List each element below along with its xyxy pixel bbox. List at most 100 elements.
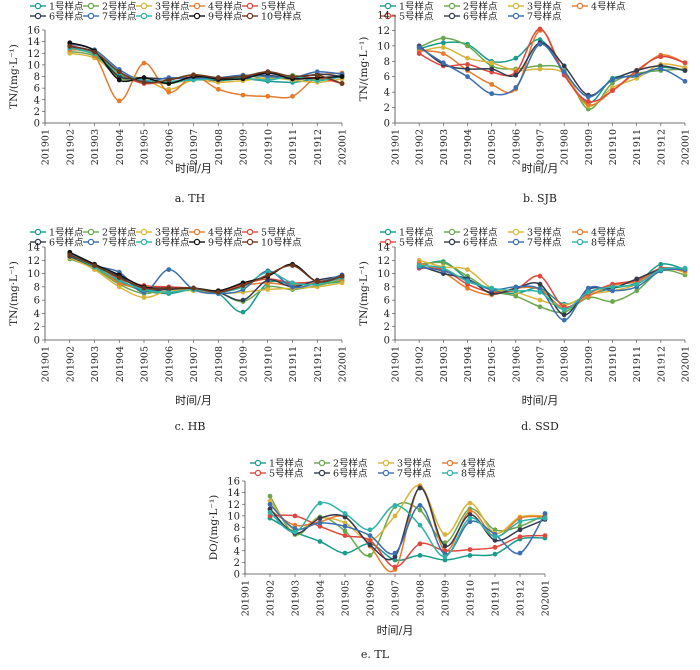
x-tick-label: 202001: [541, 580, 552, 616]
x-tick-label: 201905: [487, 346, 498, 382]
legend-label: 7号样点: [527, 11, 562, 23]
data-point: [116, 284, 122, 290]
x-tick-label: 201905: [140, 346, 151, 382]
y-tick-label: 12: [27, 49, 40, 60]
data-point: [492, 534, 498, 540]
legend-entry-2-7号样点: 7号样点: [83, 237, 137, 249]
x-tick-label: 201904: [115, 129, 126, 165]
data-point: [465, 55, 470, 61]
data-point: [585, 285, 591, 291]
legend-label: 2号样点: [102, 1, 137, 13]
data-point: [610, 299, 615, 304]
data-point: [314, 69, 320, 75]
data-point: [417, 522, 423, 528]
data-point: [265, 277, 271, 283]
y-tick-label: 2: [34, 107, 40, 118]
x-tick-label: 201903: [291, 580, 302, 616]
data-point: [191, 72, 196, 78]
data-point: [489, 60, 495, 66]
data-point: [440, 265, 446, 271]
legend-swatch-marker: [448, 12, 456, 20]
data-point: [467, 508, 473, 514]
data-point: [342, 533, 348, 538]
legend-swatch-marker: [246, 228, 254, 236]
data-point: [342, 514, 348, 520]
y-tick-label: 0: [384, 119, 390, 130]
x-tick-label: 201910: [608, 346, 619, 382]
panel-2: 1号样点 2号样点 3号样点 4号样点 5号样点 6号样点 7号样点 8号样点 9号样点 10号样…: [8, 227, 349, 434]
legend-label: 8号样点: [155, 11, 190, 23]
data-point: [367, 542, 373, 548]
data-point: [292, 529, 298, 535]
legend-swatch-marker: [384, 12, 392, 20]
data-point: [537, 289, 543, 295]
data-point: [342, 523, 348, 529]
legend-swatch-marker: [87, 12, 95, 20]
x-tick-label: 201909: [584, 346, 595, 382]
y-axis-label: TN/(mg·L⁻¹): [8, 261, 20, 326]
legend-label: 4号样点: [461, 458, 496, 470]
legend-entry-4-6号样点: 6号样点: [314, 468, 368, 480]
legend-entry-2-4号样点: 4号样点: [189, 227, 243, 239]
data-point: [634, 288, 640, 294]
legend-swatch-marker: [140, 12, 148, 20]
legend-entry-3-1号样点: 1号样点: [380, 227, 434, 239]
legend-label: 2号样点: [102, 227, 137, 239]
data-point: [292, 522, 298, 528]
data-point: [116, 275, 122, 280]
data-point: [440, 60, 446, 66]
legend-label: 1号样点: [399, 227, 434, 239]
data-point: [141, 75, 147, 81]
data-point: [67, 252, 73, 258]
data-point: [240, 283, 246, 288]
data-point: [489, 82, 495, 87]
data-point: [442, 557, 448, 563]
series-line: [418, 46, 686, 107]
data-point: [634, 281, 640, 287]
data-point: [542, 511, 548, 516]
data-point: [141, 79, 147, 85]
y-tick-label: 10: [377, 269, 390, 280]
x-tick-label: 201902: [65, 129, 76, 165]
data-point: [265, 69, 271, 75]
data-point: [267, 501, 273, 507]
legend-entry-4-2号样点: 2号样点: [314, 458, 368, 470]
series-5号样点: [267, 513, 548, 570]
x-tick-label: 201907: [536, 346, 547, 382]
x-tick-label: 202001: [338, 129, 349, 165]
data-point: [367, 533, 373, 538]
legend-swatch-marker: [384, 238, 392, 246]
x-tick-label: 201908: [560, 129, 571, 165]
data-point: [561, 63, 567, 69]
data-point: [392, 557, 398, 563]
panel-caption: a. TH: [175, 192, 205, 205]
data-point: [517, 550, 523, 556]
y-tick-label: 6: [234, 535, 240, 546]
data-point: [492, 551, 498, 557]
legend-entry-2-6号样点: 6号样点: [30, 237, 84, 249]
x-tick-label: 201908: [416, 580, 427, 616]
legend-swatch-marker: [87, 238, 95, 246]
data-point: [367, 537, 373, 543]
legend-label: 2号样点: [463, 227, 498, 239]
data-point: [634, 276, 640, 282]
data-point: [513, 72, 519, 78]
x-tick-label: 201904: [463, 346, 474, 382]
legend-entry-4-4号样点: 4号样点: [442, 458, 496, 470]
legend-swatch-marker: [140, 238, 148, 246]
data-point: [290, 280, 295, 286]
legend-label: 3号样点: [397, 458, 432, 470]
data-point: [517, 527, 523, 533]
data-point: [141, 60, 147, 66]
y-tick-label: 14: [27, 243, 40, 254]
data-point: [417, 541, 423, 547]
x-tick-label: 201906: [164, 346, 175, 382]
legend-label: 6号样点: [49, 237, 84, 249]
legend-swatch-marker: [193, 228, 201, 236]
legend-label: 4号样点: [208, 227, 243, 239]
data-point: [166, 81, 172, 86]
legend-label: 6号样点: [333, 468, 368, 480]
data-point: [314, 279, 320, 284]
legend-swatch-marker: [140, 228, 148, 236]
legend-swatch-marker: [576, 238, 584, 246]
